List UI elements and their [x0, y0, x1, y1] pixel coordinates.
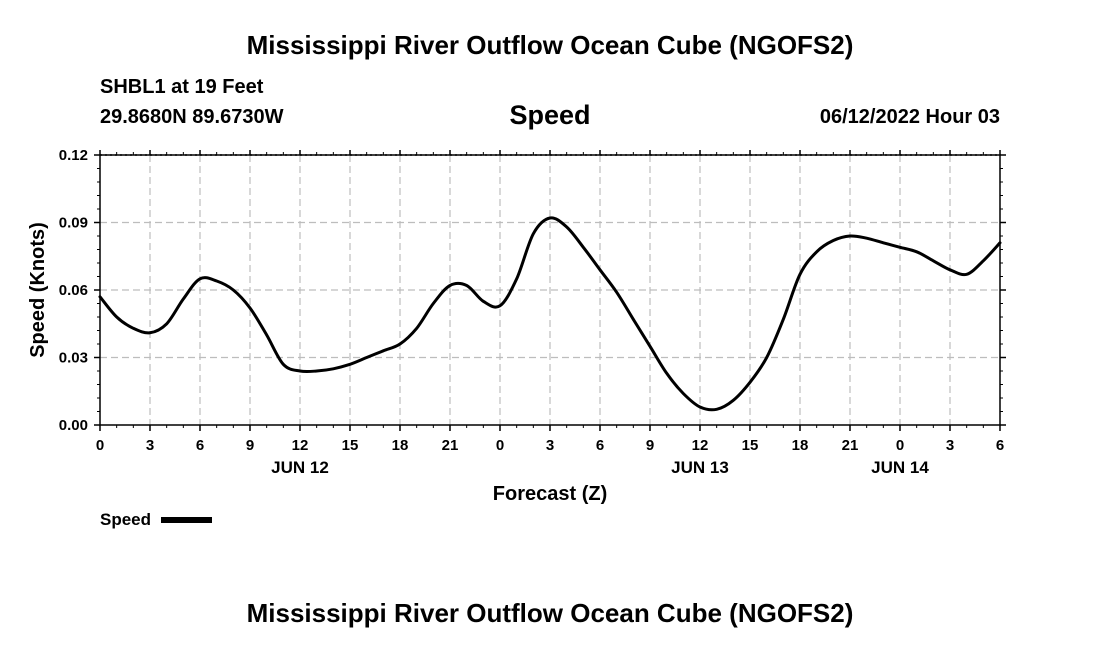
x-tick-label: 0	[96, 437, 104, 454]
x-tick-label: 15	[342, 437, 359, 454]
x-tick-label: 12	[692, 437, 709, 454]
x-axis-label: Forecast (Z)	[493, 483, 607, 505]
x-tick-label: 12	[292, 437, 309, 454]
x-tick-label: 3	[546, 437, 554, 454]
y-tick-label: 0.03	[59, 350, 88, 367]
page-title: Mississippi River Outflow Ocean Cube (NG…	[246, 30, 854, 60]
axis-labels: 0 3 6 9 12 15 18 21 0 3 6 9 12 15 18 21 0 3 6 0.00 0.03 0.06 0…	[59, 147, 1004, 477]
y-tick-label: 0.06	[59, 282, 88, 299]
day-label: JUN 12	[271, 458, 329, 477]
speed-chart: 0 3 6 9 12 15 18 21 0 3 6 9 12 15 18 21 0 3 6 0.00 0.03 0.06 0…	[27, 147, 1006, 529]
series-line-speed	[98, 216, 1002, 412]
legend: Speed	[100, 510, 212, 529]
x-tick-label: 18	[392, 437, 409, 454]
x-tick-label: 9	[646, 437, 654, 454]
legend-label: Speed	[100, 510, 151, 529]
y-axis-label: Speed (Knots)	[27, 222, 49, 358]
plot-frame	[99, 154, 1001, 426]
x-tick-label: 15	[742, 437, 759, 454]
x-tick-label: 3	[146, 437, 154, 454]
y-tick-label: 0.12	[59, 147, 88, 164]
x-tick-label: 0	[896, 437, 904, 454]
day-label: JUN 13	[671, 458, 729, 477]
x-tick-label: 6	[996, 437, 1004, 454]
forecast-datetime: 06/12/2022 Hour 03	[819, 106, 1000, 128]
station-coordinates: 29.8680N 89.6730W	[100, 106, 284, 128]
x-tick-label: 6	[196, 437, 204, 454]
y-tick-label: 0.00	[59, 417, 88, 434]
x-tick-label: 3	[946, 437, 954, 454]
x-tick-label: 21	[442, 437, 459, 454]
station-label: SHBL1 at 19 Feet	[100, 76, 264, 98]
chart-title: Speed	[509, 100, 591, 130]
page-title-repeat: Mississippi River Outflow Ocean Cube (NG…	[246, 598, 854, 628]
x-tick-label: 9	[246, 437, 254, 454]
x-tick-label: 6	[596, 437, 604, 454]
x-tick-label: 18	[792, 437, 809, 454]
y-tick-label: 0.09	[59, 215, 88, 232]
day-label: JUN 14	[871, 458, 929, 477]
x-tick-label: 21	[842, 437, 859, 454]
x-tick-label: 0	[496, 437, 504, 454]
